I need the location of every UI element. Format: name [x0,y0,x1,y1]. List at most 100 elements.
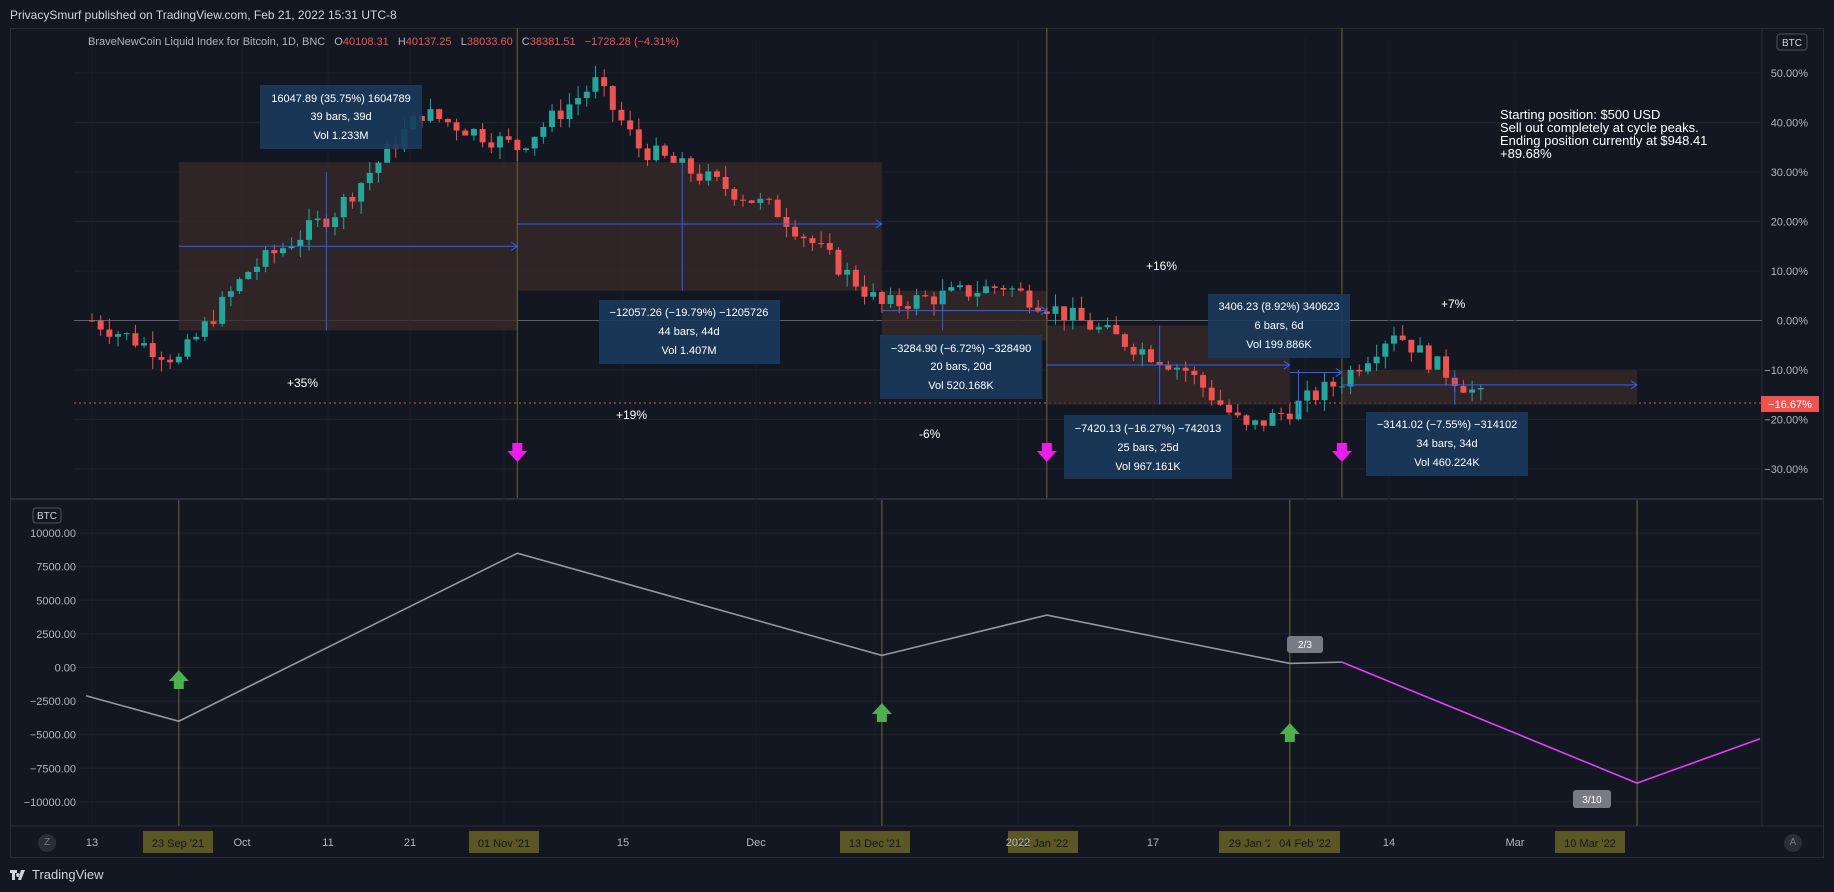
candle-body [1130,346,1137,355]
measure-1-line1: 16047.89 (35.75%) 1604789 [271,93,410,105]
main-scale-badge-box[interactable] [1776,33,1808,51]
candle-body [722,176,729,190]
candle-body [1347,369,1354,387]
candle-body [210,321,217,324]
candle-body [384,144,391,163]
x-tick-mar: Mar [1506,837,1525,849]
lower-y-tick: 0.00 [55,663,76,675]
measure-box-3: −3284.90 (−6.72%) −328490 20 bars, 20d V… [880,335,1042,399]
candle-body [1408,339,1415,353]
candle-body [375,162,382,173]
candle-body [167,359,174,363]
date-badge-7: 10 Mar '22 [1564,838,1616,850]
candle-body [1165,364,1172,370]
candle-body [1078,307,1085,321]
candle-body [670,155,677,163]
candle-body [1234,412,1241,416]
candle-body [219,296,226,324]
measure-3-line1: −3284.90 (−6.72%) −328490 [891,343,1031,355]
tradingview-logo[interactable]: TradingView [10,867,104,882]
candle-body [1469,389,1476,393]
candle-body [1121,334,1128,347]
lower-y-tick: 5000.00 [36,595,76,607]
lower-scale-badge[interactable]: BTC [37,511,57,522]
publisher-line: PrivacySmurf published on TradingView.co… [10,8,397,22]
measure-4-line3: Vol 967.161K [1115,461,1181,473]
lower-y-tick: 10000.00 [30,528,76,540]
candle-body [1252,420,1259,425]
candle-body [852,269,859,287]
main-y-tick: 40.00% [1771,118,1809,130]
candle-body [1226,404,1233,413]
date-badge-5: 29 Jan '22 [1229,838,1279,850]
legend-symbol: BraveNewCoin Liquid Index for Bitcoin, 1… [88,36,325,48]
candle-body [870,292,877,297]
auto-scale-button[interactable]: A [1784,834,1802,852]
candle-body [653,145,660,161]
candle-body [913,295,920,309]
candle-body [1304,390,1311,401]
candle-body [1139,349,1146,355]
candle-body [1009,288,1016,290]
candle-body [1069,307,1076,321]
lower-y-tick: −7500.00 [30,763,76,775]
candle-body [566,104,573,120]
candle-body [1243,415,1250,425]
candle-body [1043,311,1050,314]
candle-body [661,145,668,156]
candle-body [904,306,911,309]
measure-2-line1: −12057.26 (−19.79%) −1205726 [610,307,769,319]
candle-body [1095,327,1102,330]
x-tick-13: 13 [86,837,98,849]
candle-body [1330,381,1337,387]
candle-body [1035,307,1042,312]
measure-3-line3: Vol 520.168K [928,380,994,392]
date-badge-6: 04 Feb '22 [1279,838,1331,850]
measure-1-line3: Vol 1.233M [313,130,368,142]
candle-body [575,98,582,105]
candle-body [800,236,807,239]
lower-scale-badge-box[interactable] [32,507,62,524]
legend-open: 40108.31 [343,36,389,48]
candle-body [1443,356,1450,378]
buy-arrow-icon [168,670,189,689]
candle-body [957,285,963,288]
candle-body [748,200,755,203]
candle-body [306,220,312,240]
candle-body [1191,370,1198,376]
measure-2-line3: Vol 1.407M [661,345,716,357]
cycle-label-1: +35% [287,376,318,390]
x-tick-11: 11 [322,837,333,849]
candle-body [1208,387,1215,401]
candle-body [1061,306,1068,321]
candle-body [583,91,590,99]
legend-close-label: C [522,36,530,48]
candle-body [496,136,503,148]
candle-body [132,333,139,346]
candle-body [340,197,347,218]
tradingview-logo-icon [10,870,25,880]
candle-body [1286,413,1293,420]
legend: BraveNewCoin Liquid Index for Bitcoin, 1… [88,36,679,48]
overlay [168,162,1638,742]
candle-body [505,136,512,140]
note-line-4: +89.68% [1500,146,1552,161]
measure-3-line2: 20 bars, 20d [930,361,991,373]
note-line-3: Ending position currently at $948.41 [1500,133,1707,148]
candle-body [358,183,365,202]
legend-close: 38381.51 [530,36,576,48]
note-line-1: Starting position: $500 USD [1500,107,1660,122]
x-tick-oct: Oct [233,837,250,849]
measure-box-5: 3406.23 (8.92%) 340623 6 bars, 6d Vol 19… [1208,294,1350,358]
equity-curve [85,552,1761,784]
candle-body [444,119,451,123]
measure-4-line2: 25 bars, 25d [1117,442,1178,454]
main-scale-badge[interactable]: BTC [1782,38,1802,49]
date-badges: 23 Sep '21 01 Nov '21 13 Dec '21 01 Jan … [143,831,1625,853]
candle-body [1200,375,1207,388]
current-value-tag-box [1761,396,1819,412]
scale-left-button[interactable]: Z [38,834,56,852]
candle-body [236,279,243,292]
measure-2-line2: 44 bars, 44d [658,326,719,338]
